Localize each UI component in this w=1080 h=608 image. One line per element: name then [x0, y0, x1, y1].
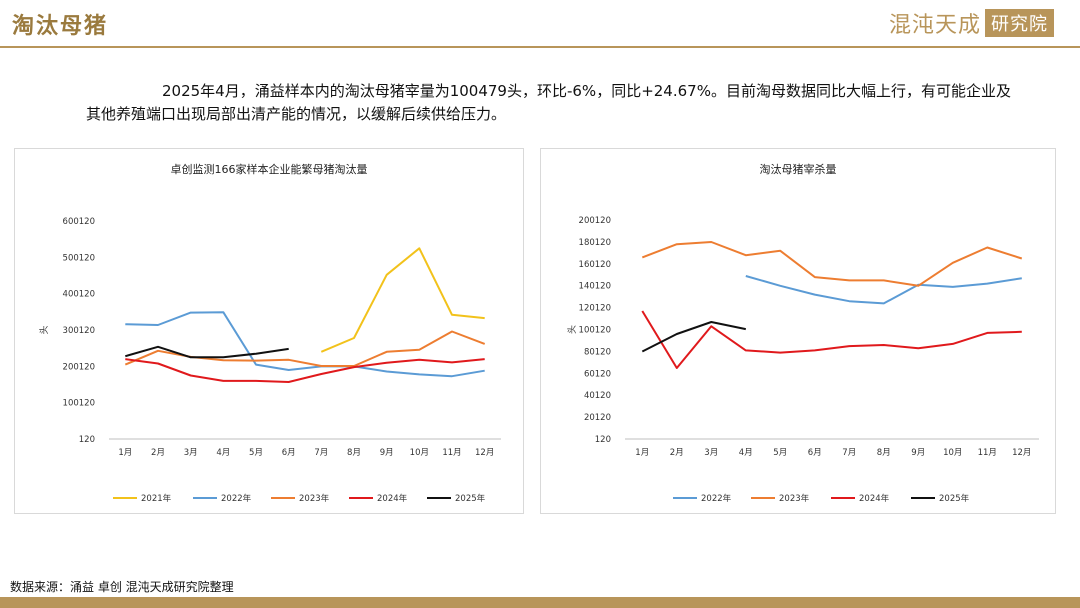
x-tick-label: 6月 [808, 448, 822, 458]
y-tick-label: 400120 [63, 290, 95, 300]
brand-name: 混沌天成 [888, 13, 981, 38]
chart-panel-cull-volume: 卓创监测166家样本企业能繁母猪淘汰量 120 100120 200120 300120… [14, 148, 524, 514]
y-tick-label: 120120 [579, 304, 611, 314]
legend-label: 2023年 [299, 493, 330, 504]
x-tick-label: 4月 [739, 448, 753, 458]
y-axis-label: 头 [567, 325, 578, 334]
series-line-2024年 [641, 310, 1022, 369]
x-tick-label: 11月 [442, 448, 461, 458]
x-tick-label: 1月 [118, 448, 132, 458]
y-tick-label: 300120 [63, 326, 95, 336]
x-tick-label: 10月 [943, 448, 962, 458]
x-tick-label: 7月 [314, 448, 328, 458]
y-tick-label: 200120 [579, 216, 611, 226]
header-divider [0, 46, 1080, 48]
x-tick-label: 8月 [347, 448, 361, 458]
x-tick-label: 4月 [216, 448, 230, 458]
series-line-2024年 [125, 358, 485, 383]
y-axis-label: 头 [39, 325, 50, 334]
x-tick-label: 5月 [773, 448, 787, 458]
y-tick-label: 40120 [584, 391, 611, 401]
legend-label: 2022年 [221, 493, 252, 504]
x-tick-label: 9月 [911, 448, 925, 458]
legend-label: 2021年 [141, 493, 172, 504]
x-tick-label: 12月 [475, 448, 494, 458]
brand-logo: 混沌天成 研究院 [888, 9, 1054, 38]
legend-label: 2025年 [455, 493, 486, 504]
data-source-note: 数据来源：涌益 卓创 混沌天成研究院整理 [10, 580, 234, 594]
y-tick-label: 500120 [63, 253, 95, 263]
x-tick-label: 3月 [704, 448, 718, 458]
y-tick-label: 600120 [63, 217, 95, 227]
y-tick-label: 120 [79, 435, 95, 445]
x-tick-label: 6月 [282, 448, 296, 458]
chart-slaughter-volume: 淘汰母猪宰杀量 120 20120 40120 60120 80120 100120 1201… [567, 162, 1039, 504]
x-tick-label: 11月 [978, 448, 997, 458]
y-tick-label: 180120 [579, 238, 611, 248]
x-tick-label: 3月 [184, 448, 198, 458]
y-tick-label: 120 [595, 435, 611, 445]
x-tick-label: 8月 [877, 448, 891, 458]
chart-title: 卓创监测166家样本企业能繁母猪淘汰量 [171, 162, 368, 176]
y-tick-label: 160120 [579, 260, 611, 270]
x-tick-label: 2月 [670, 448, 684, 458]
series-line-2025年 [125, 345, 289, 359]
y-tick-label: 60120 [584, 369, 611, 379]
footer-bar [0, 597, 1080, 608]
page-title: 淘汰母猪 [12, 13, 109, 39]
legend-label: 2024年 [377, 493, 408, 504]
chart-cull-volume: 卓创监测166家样本企业能繁母猪淘汰量 120 100120 200120 300120… [39, 162, 501, 504]
x-tick-label: 1月 [635, 448, 649, 458]
y-tick-label: 140120 [579, 282, 611, 292]
x-tick-label: 9月 [380, 448, 394, 458]
series-line-2025年 [641, 321, 747, 353]
y-tick-label: 80120 [584, 347, 611, 357]
chart-title: 淘汰母猪宰杀量 [760, 162, 837, 176]
series-line-2023年 [641, 241, 1023, 287]
x-tick-label: 12月 [1012, 448, 1031, 458]
legend-label: 2025年 [939, 493, 970, 504]
y-tick-label: 100120 [579, 326, 611, 336]
x-tick-label: 7月 [842, 448, 856, 458]
y-tick-label: 200120 [63, 362, 95, 372]
series-line-2022年 [745, 275, 1022, 305]
chart-panel-slaughter-volume: 淘汰母猪宰杀量 120 20120 40120 60120 80120 100120 1201… [540, 148, 1056, 514]
legend-label: 2023年 [779, 493, 810, 504]
legend-label: 2024年 [859, 493, 890, 504]
summary-paragraph: 2025年4月，涌益样本内的淘汰母猪宰量为100479头，环比-6%，同比+24… [86, 82, 1011, 123]
x-tick-label: 2月 [151, 448, 165, 458]
header-bar: 淘汰母猪 混沌天成 研究院 [0, 0, 1080, 46]
x-tick-label: 5月 [249, 448, 263, 458]
y-tick-label: 100120 [63, 399, 95, 409]
brand-institute: 研究院 [985, 9, 1054, 37]
y-tick-label: 20120 [584, 413, 611, 423]
series-line-2022年 [125, 311, 485, 378]
legend-label: 2022年 [701, 493, 732, 504]
x-tick-label: 10月 [410, 448, 429, 458]
series-line-2021年 [320, 247, 485, 353]
